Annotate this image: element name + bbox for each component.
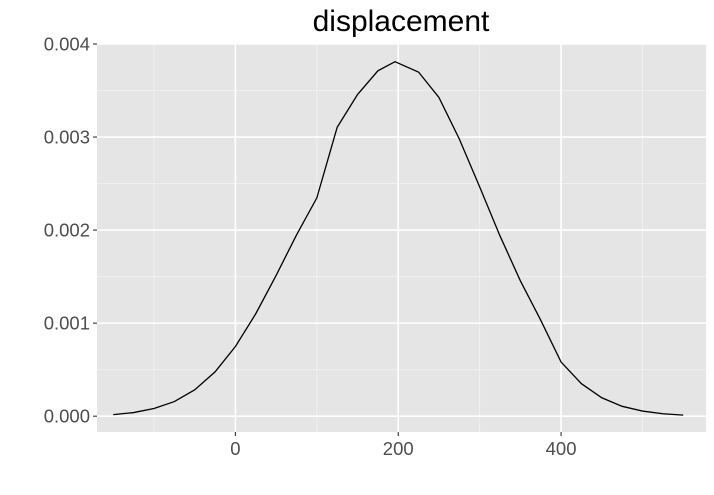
- x-tick-label: 400: [546, 438, 577, 459]
- plot-panel: [97, 44, 706, 432]
- chart-title: displacement: [313, 5, 490, 38]
- y-tick-label: 0.000: [44, 406, 90, 427]
- density-line: [113, 60, 684, 416]
- y-tick-label: 0.003: [44, 127, 90, 148]
- axis-layer: 0.000 0.001 0.002 0.003 0.004 0 200 400: [44, 34, 577, 460]
- y-tick-label: 0.002: [44, 220, 90, 241]
- x-tick-label: 0: [230, 438, 240, 459]
- grid-layer: [97, 43, 706, 432]
- x-tick-label: 200: [383, 438, 414, 459]
- y-tick-label: 0.001: [44, 313, 90, 334]
- y-tick-label: 0.004: [44, 34, 90, 55]
